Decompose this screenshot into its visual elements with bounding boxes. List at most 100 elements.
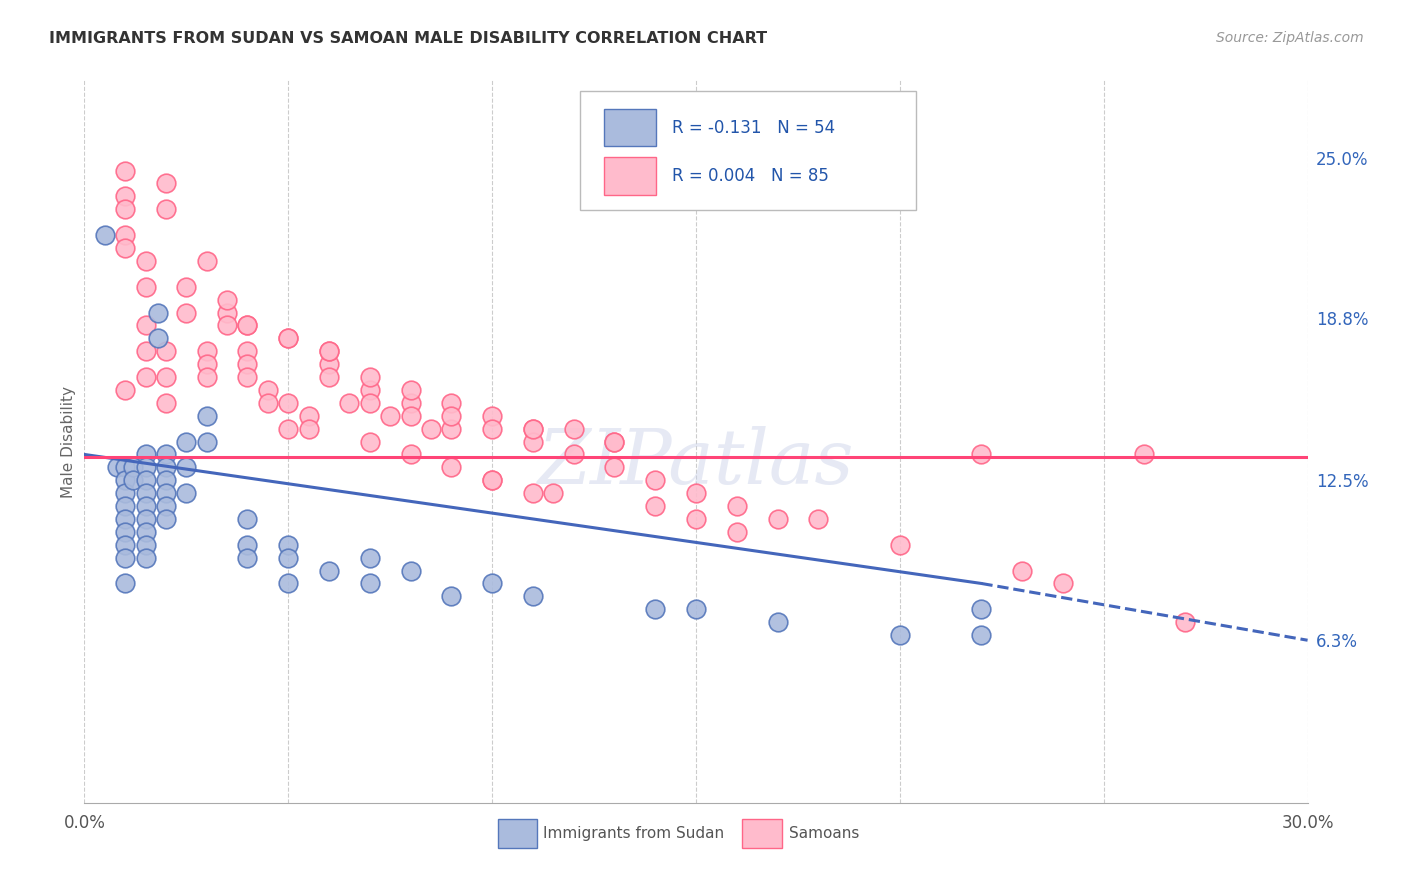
Point (135, 344, 157, 359)
Point (146, 305, 169, 319)
Point (889, 538, 911, 552)
Point (339, 396, 361, 410)
Point (562, 447, 585, 461)
Point (440, 460, 463, 475)
Text: R = -0.131   N = 54: R = -0.131 N = 54 (672, 119, 835, 136)
Point (236, 512, 259, 526)
Point (1133, 447, 1156, 461)
Point (135, 370, 157, 384)
Point (195, 357, 218, 371)
Point (236, 318, 259, 333)
FancyBboxPatch shape (579, 91, 917, 211)
Point (135, 473, 157, 487)
Point (155, 512, 177, 526)
Point (135, 538, 157, 552)
Point (440, 422, 463, 436)
Point (135, 279, 157, 293)
Point (399, 383, 422, 397)
Point (114, 460, 136, 475)
Text: Immigrants from Sudan: Immigrants from Sudan (543, 826, 724, 841)
Text: IMMIGRANTS FROM SUDAN VS SAMOAN MALE DISABILITY CORRELATION CHART: IMMIGRANTS FROM SUDAN VS SAMOAN MALE DIS… (49, 31, 768, 46)
Text: R = 0.004   N = 85: R = 0.004 N = 85 (672, 167, 828, 185)
Point (318, 344, 340, 359)
Point (318, 357, 340, 371)
Point (359, 434, 381, 449)
Point (889, 628, 911, 642)
Point (146, 331, 169, 345)
Point (440, 396, 463, 410)
Point (970, 628, 993, 642)
Point (380, 409, 402, 423)
Point (114, 228, 136, 243)
Point (217, 293, 239, 307)
Point (174, 279, 197, 293)
Point (135, 447, 157, 461)
Point (236, 538, 259, 552)
Point (318, 370, 340, 384)
Point (359, 550, 381, 565)
Point (298, 409, 321, 423)
Point (236, 370, 259, 384)
Point (725, 524, 748, 539)
Point (122, 460, 145, 475)
Point (562, 422, 585, 436)
Point (155, 499, 177, 513)
Point (644, 473, 666, 487)
Point (114, 524, 136, 539)
Point (135, 318, 157, 333)
Point (1174, 615, 1197, 630)
Point (236, 550, 259, 565)
Point (114, 383, 136, 397)
Point (114, 473, 136, 487)
Point (114, 512, 136, 526)
Point (359, 370, 381, 384)
Point (114, 550, 136, 565)
Point (114, 202, 136, 217)
Point (277, 331, 299, 345)
Point (155, 447, 177, 461)
Point (114, 163, 136, 178)
Point (114, 241, 136, 255)
Point (522, 590, 544, 604)
Point (440, 409, 463, 423)
Point (522, 486, 544, 500)
Point (1011, 564, 1033, 578)
Point (217, 318, 239, 333)
Point (725, 499, 748, 513)
Text: ZIPatlas: ZIPatlas (537, 426, 855, 500)
Point (399, 396, 422, 410)
Point (481, 422, 503, 436)
Point (236, 318, 259, 333)
Point (399, 447, 422, 461)
Point (217, 305, 239, 319)
Point (399, 409, 422, 423)
Point (318, 564, 340, 578)
Point (420, 422, 443, 436)
Point (114, 576, 136, 591)
Point (277, 331, 299, 345)
Point (105, 460, 128, 475)
Point (155, 344, 177, 359)
Y-axis label: Male Disability: Male Disability (60, 385, 76, 498)
Point (440, 590, 463, 604)
Point (174, 434, 197, 449)
Point (766, 615, 789, 630)
Point (603, 460, 626, 475)
Point (807, 512, 830, 526)
FancyBboxPatch shape (742, 820, 782, 847)
Point (359, 396, 381, 410)
Text: Samoans: Samoans (789, 826, 859, 841)
Point (644, 499, 666, 513)
Point (685, 486, 707, 500)
Point (155, 473, 177, 487)
Point (970, 602, 993, 616)
Point (399, 564, 422, 578)
Point (174, 460, 197, 475)
Point (122, 473, 145, 487)
Point (359, 576, 381, 591)
Point (522, 422, 544, 436)
Point (174, 305, 197, 319)
Point (155, 202, 177, 217)
Point (236, 357, 259, 371)
Point (1052, 576, 1074, 591)
